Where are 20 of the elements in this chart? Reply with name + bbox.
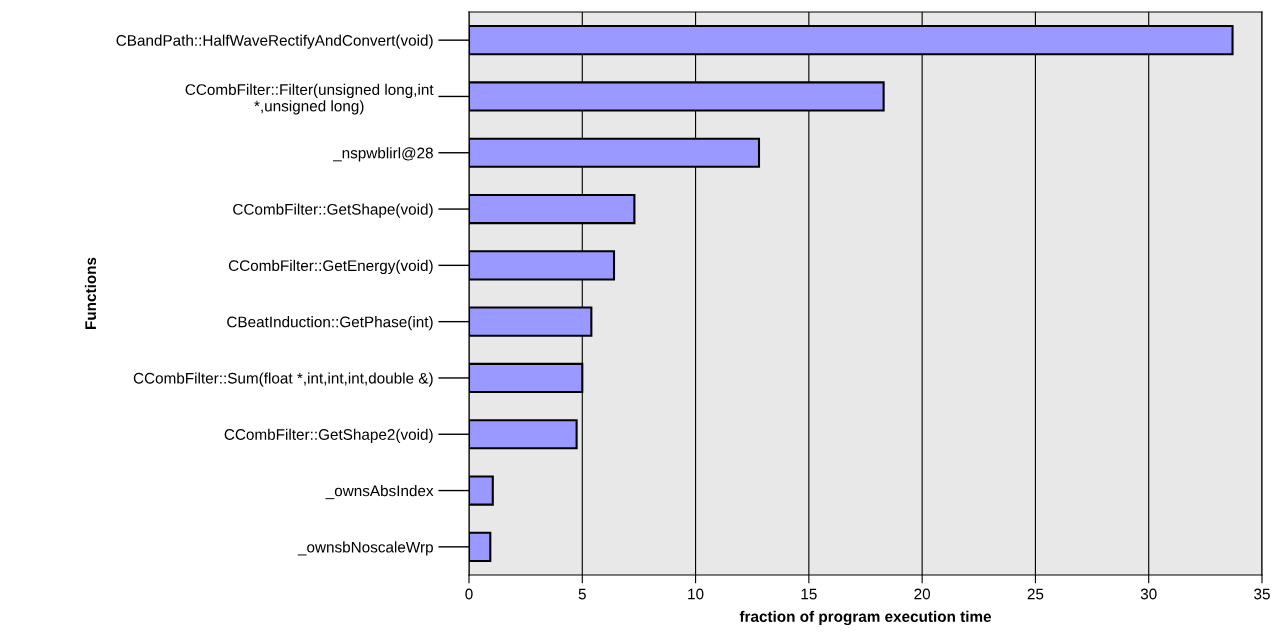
x-tick-label: 20 [914, 588, 931, 600]
y-tick-label: CBeatInduction::GetPhase(int) [227, 316, 433, 331]
x-axis-title: fraction of program execution time [739, 610, 992, 626]
y-tick-label: CBandPath::HalfWaveRectifyAndConvert(void) [116, 34, 433, 49]
y-tick-label: CCombFilter::Filter(unsigned long,int *,unsigned long) [185, 83, 434, 115]
y-tick-label: CCombFilter::GetShape(void) [233, 203, 433, 218]
x-tick-label: 5 [578, 588, 586, 600]
y-tick-label: CCombFilter::Sum(float *,int,int,int,double &) [133, 372, 433, 387]
x-tick-label: 10 [688, 588, 704, 600]
y-tick-label: CCombFilter::GetEnergy(void) [228, 259, 433, 275]
y-tick-label: _ownsAbsIndex [325, 485, 434, 500]
x-tick-label: 15 [801, 588, 817, 600]
y-tick-label: _nspwblirl@28 [332, 147, 433, 162]
x-tick-label: 35 [1254, 588, 1270, 600]
y-tick-label: CCombFilter::GetShape2(void) [224, 428, 433, 443]
y-tick-label: _ownsbNoscaleWrp [297, 541, 433, 556]
x-tick-label: 30 [1140, 588, 1157, 600]
x-tick-label: 25 [1027, 588, 1044, 600]
y-axis-title: Functions [84, 257, 97, 329]
x-tick-label: 0 [465, 588, 473, 600]
